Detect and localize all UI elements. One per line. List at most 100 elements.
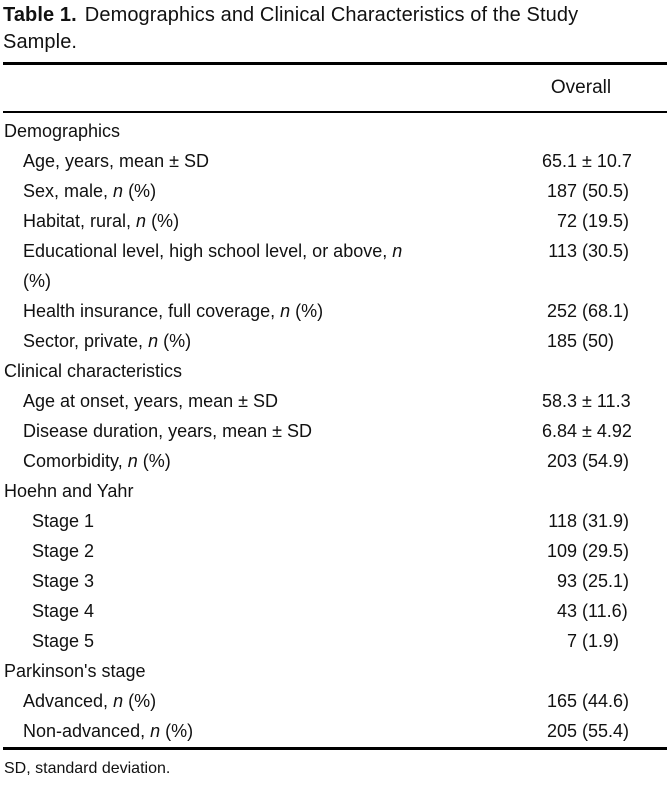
section-header-row: Parkinson's stage [3,656,667,686]
column-header-overall: Overall [550,77,612,98]
table-row: Advanced, n (%) 165 (44.6) [3,686,667,716]
row-value-number: 7 [566,631,577,651]
row-value-detail: (68.1) [582,301,630,321]
row-value: 109 (29.5) [495,536,667,566]
row-label: Habitat, rural, n (%) [23,211,180,231]
row-value-number: 93 [556,571,577,591]
row-value-detail: (11.6) [582,601,628,621]
row-value: 7 (1.9) [495,626,667,656]
table-body: Demographics Age, years, mean ± SD 65.1 ± 1… [3,113,667,747]
table-row: Stage 3 93 (25.1) [3,566,667,596]
row-value: 203 (54.9) [495,446,667,476]
row-label: Stage 5 [32,631,95,651]
header-row: Overall [3,65,667,111]
row-value-detail: (31.9) [582,511,630,531]
row-value-detail: (29.5) [582,541,630,561]
header-rule [3,111,667,113]
section-header-label: Parkinson's stage [4,661,146,681]
row-label: Non-advanced, n (%) [23,721,194,741]
table-row: Habitat, rural, n (%) 72 (19.5) [3,206,667,236]
table-row: Age at onset, years, mean ± SD 58.3 ± 11.3 [3,386,667,416]
section-header-row: Hoehn and Yahr [3,476,667,506]
row-label: Disease duration, years, mean ± SD [23,421,313,441]
row-value: 185 (50) [495,326,667,356]
row-value-detail: (50.5) [582,181,630,201]
row-value-number: 185 [546,331,577,351]
row-value-number: 187 [546,181,577,201]
row-value-detail: (54.9) [582,451,630,471]
row-value: 65.1 ± 10.7 [495,146,667,176]
table-number-label: Table 1. [3,4,77,26]
row-value: 93 (25.1) [495,566,667,596]
row-value-number: 165 [546,691,577,711]
table-title-line1: Table 1. Demographics and Clinical Charac… [3,2,667,29]
row-value-detail: ± 10.7 [582,151,632,171]
row-value-number: 252 [546,301,577,321]
row-label: Age, years, mean ± SD [23,151,209,171]
row-label: Sex, male, n (%) [23,181,157,201]
row-label: Stage 3 [32,571,95,591]
row-value-number: 58.3 [541,391,577,411]
table-row: Stage 2 109 (29.5) [3,536,667,566]
table-title-text: Demographics and Clinical Characteristic… [84,4,579,26]
row-value-detail: (25.1) [582,571,630,591]
table-row: Sex, male, n (%) 187 (50.5) [3,176,667,206]
section-header-row: Clinical characteristics [3,356,667,386]
row-value: 113 (30.5) [495,236,667,266]
row-value: 58.3 ± 11.3 [495,386,667,416]
table-row: Stage 5 7 (1.9) [3,626,667,656]
section-header-row: Demographics [3,116,667,146]
row-value-detail: ± 4.92 [582,421,632,441]
table-row: Stage 1 118 (31.9) [3,506,667,536]
row-value: 72 (19.5) [495,206,667,236]
row-value-number: 43 [556,601,577,621]
table-row: Educational level, high school level, or… [3,236,667,296]
table-title: Table 1. Demographics and Clinical Charac… [3,2,667,56]
row-value-detail: (44.6) [582,691,630,711]
row-value: 165 (44.6) [495,686,667,716]
table-row: Sector, private, n (%) 185 (50) [3,326,667,356]
row-value-number: 65.1 [541,151,577,171]
table-row: Health insurance, full coverage, n (%) 25… [3,296,667,326]
section-header-label: Hoehn and Yahr [4,481,134,501]
row-label: Advanced, n (%) [23,691,157,711]
row-value-detail: ± 11.3 [582,391,631,411]
footnote: SD, standard deviation. [4,760,171,777]
row-label-wrap-line: (%) [23,271,51,291]
table-row: Comorbidity, n (%) 203 (54.9) [3,446,667,476]
row-value-number: 109 [546,541,577,561]
row-label: Stage 4 [32,601,95,621]
row-value-number: 113 [548,241,577,261]
table-title-line2: Sample. [3,31,78,53]
row-value-number: 118 [548,511,577,531]
row-label: Health insurance, full coverage, n (%) [23,301,324,321]
row-value: 118 (31.9) [495,506,667,536]
section-header-label: Demographics [4,121,121,141]
bottom-rule [3,747,667,750]
row-value-number: 203 [546,451,577,471]
section-header-label: Clinical characteristics [4,361,183,381]
row-value-number: 6.84 [541,421,577,441]
row-value-detail: (1.9) [582,631,620,651]
row-value-detail: (50) [582,331,615,351]
table-row: Stage 4 43 (11.6) [3,596,667,626]
row-value: 6.84 ± 4.92 [495,416,667,446]
row-value-detail: (30.5) [582,241,630,261]
table-row: Non-advanced, n (%) 205 (55.4) [3,716,667,746]
row-value: 205 (55.4) [495,716,667,746]
row-label: Educational level, high school level, or… [3,236,495,296]
row-label: Sector, private, n (%) [23,331,192,351]
row-label: Stage 2 [32,541,95,561]
row-value-number: 72 [556,211,577,231]
row-value: 187 (50.5) [495,176,667,206]
table-row: Disease duration, years, mean ± SD 6.84 ± … [3,416,667,446]
row-value-number: 205 [546,721,577,741]
row-value: 43 (11.6) [495,596,667,626]
top-rule [3,62,667,65]
row-value-detail: (55.4) [582,721,630,741]
table-row: Age, years, mean ± SD 65.1 ± 10.7 [3,146,667,176]
row-label: Age at onset, years, mean ± SD [23,391,279,411]
row-label: Stage 1 [32,511,95,531]
row-value-detail: (19.5) [582,211,630,231]
